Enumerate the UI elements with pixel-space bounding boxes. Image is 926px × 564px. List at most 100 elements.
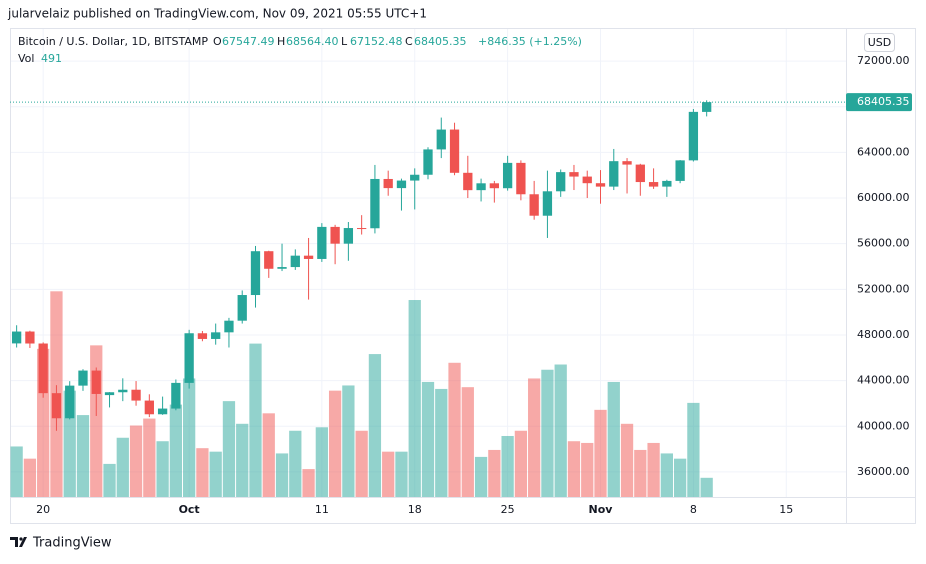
candle-body [250,251,261,296]
volume-bar [408,300,421,497]
volume-bar [448,362,461,497]
symbol-title: Bitcoin / U.S. Dollar, 1D, BITSTAMP [18,35,208,48]
legend-key: O [213,35,222,48]
y-tick-label: 72000.00 [857,54,910,67]
candle-body [78,370,88,386]
volume-bar [581,442,594,497]
volume-bar [634,449,647,497]
candle-body [396,180,407,189]
volume-bar [528,378,541,497]
change: +846.35 (+1.25%) [478,35,582,48]
volume-bar [474,456,488,497]
legend-value: 68564.40 [286,35,339,48]
candle-body [104,392,115,396]
candle-body [595,183,606,187]
candle-body [330,226,340,244]
volume-bar [342,385,355,497]
volume-bar [461,387,474,497]
volume-bar [209,451,222,497]
volume-bar [129,425,143,497]
candle-body [662,180,672,187]
volume-bar [607,381,620,497]
volume-value: 491 [41,52,62,65]
volume-bar [554,364,567,497]
candle-body [648,182,659,187]
candle-body [65,385,75,419]
volume-bar [249,343,262,497]
x-tick-label: 11 [315,503,329,516]
candle-body [489,183,499,189]
x-tick-label: 25 [501,503,515,516]
candle-body [211,332,221,339]
volume-bar [275,453,289,497]
candle-body [410,174,420,181]
candle-body [303,255,314,259]
candle-body [25,331,35,344]
candle-body [157,408,168,415]
candle-body [11,331,22,344]
candle-body [569,172,579,177]
last-price-tag [846,93,912,112]
volume-bar [169,404,183,497]
legend-key: C [405,35,413,48]
volume-bar [103,463,116,497]
candle-body [622,161,632,165]
currency-button[interactable] [864,33,895,52]
candle-body [343,228,354,244]
volume-bar [514,430,528,497]
candle-body [184,333,194,383]
last-price-label: 68405.35 [857,95,910,108]
candle-body [635,164,645,183]
volume-bar [687,402,700,497]
candle-body [609,161,619,187]
volume-bar [660,453,673,497]
volume-bar [541,369,554,497]
candle-body [370,178,380,229]
publisher: jularvelaiz published on TradingView.com… [7,7,427,21]
x-tick-label: 18 [408,503,422,516]
candle-body [436,129,446,150]
volume-bar [647,442,660,497]
y-tick-label: 44000.00 [857,374,910,387]
y-tick-label: 52000.00 [857,282,910,295]
candle-body [688,111,699,161]
volume-bar [501,435,514,497]
candle-body [502,162,513,189]
candle-body [131,389,141,401]
candle-body [529,194,539,216]
volume-bar [328,390,342,497]
candle-body [91,370,101,394]
volume-bar [355,430,368,497]
candle-body [702,102,712,112]
x-tick-label: 20 [36,503,50,516]
volume-bar [620,423,634,497]
legend-key: H [277,35,285,48]
x-tick-label: 8 [690,503,697,516]
legend-value: 68405.35 [414,35,467,48]
x-tick-label: Nov [589,503,614,516]
y-tick-label: 40000.00 [857,419,910,432]
volume-bar [315,427,328,497]
currency[interactable]: USD [868,36,892,49]
candle-body [516,162,526,195]
candle-body [357,228,367,230]
candle-body [423,149,433,175]
candle-body [197,333,208,339]
candle-body [556,172,566,192]
candle-body [171,382,181,409]
candle-body [237,295,247,321]
volume-bar [700,477,713,497]
volume-bar [567,441,581,497]
candle-body [542,191,553,216]
volume-bar [76,415,90,497]
x-tick-label: Oct [179,503,200,516]
y-tick-label: 36000.00 [857,465,910,478]
y-tick-label: 56000.00 [857,237,910,250]
volume-bar [10,446,23,497]
chart-frame [10,28,916,524]
volume-bar [116,437,129,497]
volume-bar [302,469,315,497]
x-tick-label: 15 [779,503,793,516]
volume-bar [289,430,302,497]
